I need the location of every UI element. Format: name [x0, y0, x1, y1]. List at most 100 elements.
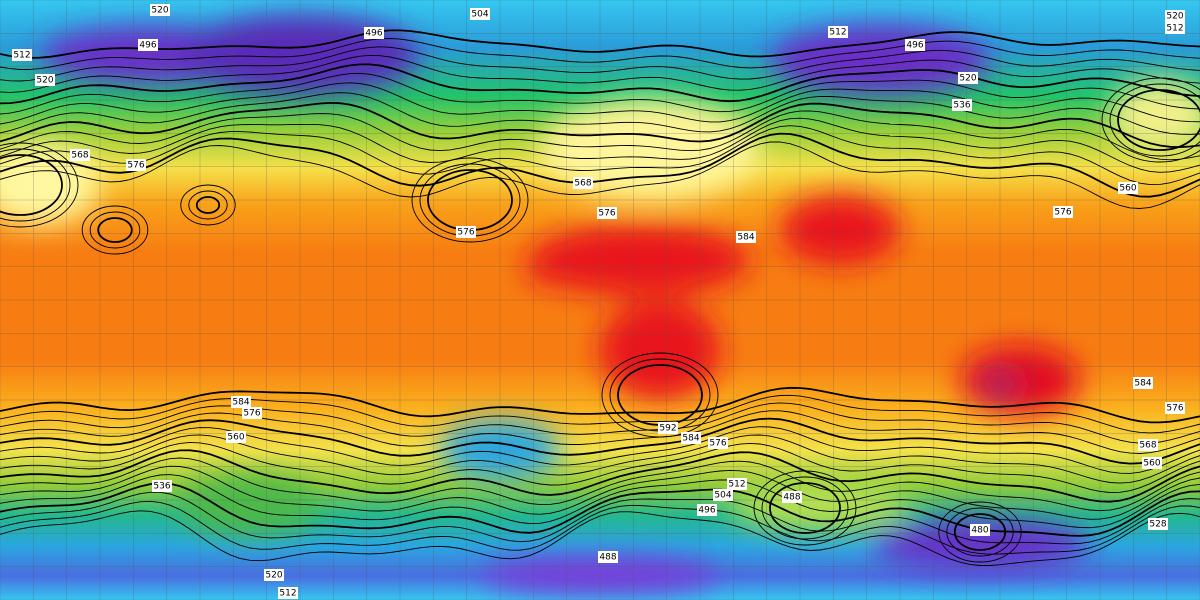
contour-line	[0, 500, 1200, 555]
label-box	[573, 177, 593, 189]
label-box	[658, 422, 678, 434]
label-box	[970, 524, 990, 536]
label-box	[782, 491, 802, 503]
contour-label: 560	[227, 433, 244, 443]
label-box	[828, 26, 848, 38]
label-box	[952, 99, 972, 111]
contours	[0, 29, 1200, 566]
label-box	[456, 226, 476, 238]
label-box	[708, 437, 728, 449]
contour-label: 496	[906, 41, 923, 51]
label-box	[713, 489, 733, 501]
label-box	[126, 159, 146, 171]
label-box	[958, 72, 978, 84]
contour-label: 504	[471, 10, 488, 20]
contour-label: 520	[265, 571, 282, 581]
contour-line	[0, 482, 1200, 537]
contour-line	[0, 38, 1200, 70]
contour-line	[0, 426, 1200, 474]
contour-label: 480	[971, 526, 988, 536]
contour-line	[0, 29, 1200, 59]
contour-line	[0, 54, 1200, 93]
label-box	[12, 49, 32, 61]
contour-label: 520	[151, 6, 168, 16]
contour-line	[0, 386, 1200, 424]
label-box	[681, 432, 701, 444]
contour-label: 520	[959, 74, 976, 84]
label-box	[226, 431, 246, 443]
contour-line	[0, 141, 1200, 209]
contour-label: 504	[714, 491, 731, 501]
contour-line	[0, 394, 1200, 434]
contour-label: 536	[153, 482, 170, 492]
label-box	[152, 480, 172, 492]
label-box	[1138, 439, 1158, 451]
contour-labels: 520 496 496 504 512 496 520 536 520 512 512 520 568 5…	[12, 4, 1185, 599]
contour-label: 512	[829, 28, 846, 38]
contour-line	[0, 72, 1200, 115]
label-box	[1133, 377, 1153, 389]
contour-label: 584	[232, 398, 249, 408]
label-box	[242, 407, 262, 419]
label-box	[1142, 457, 1162, 469]
contour-line	[0, 117, 1200, 173]
closed-contour	[0, 148, 71, 222]
contour-label: 576	[1166, 404, 1183, 414]
contour-label: 488	[783, 493, 800, 503]
label-box	[697, 504, 717, 516]
contour-label: 520	[36, 76, 53, 86]
label-box	[150, 4, 170, 16]
label-box	[364, 27, 384, 39]
contour-line	[0, 510, 1200, 566]
label-box	[1165, 22, 1185, 34]
contour-label: 496	[139, 41, 156, 51]
closed-contour	[0, 142, 79, 228]
closed-contour	[1101, 77, 1200, 163]
contour-label: 488	[599, 553, 616, 563]
closed-contour	[1109, 83, 1200, 157]
contour-label: 576	[243, 409, 260, 419]
label-box	[264, 569, 284, 581]
contour-line	[0, 92, 1200, 135]
label-box	[1053, 206, 1073, 218]
closed-contour	[89, 211, 141, 249]
closed-contour	[81, 205, 149, 255]
contour-label: 496	[365, 29, 382, 39]
closed-contour	[946, 507, 1014, 557]
contour-line	[0, 457, 1200, 512]
closed-contour	[97, 217, 133, 243]
contour-line	[0, 441, 1200, 493]
contour-line	[0, 410, 1200, 454]
contour-line	[0, 63, 1200, 105]
closed-contour	[188, 190, 228, 220]
label-box	[727, 478, 747, 490]
contour-line	[0, 110, 1200, 161]
contour-label: 520	[1166, 12, 1183, 22]
contour-label: 568	[71, 151, 88, 161]
closed-contour	[753, 470, 857, 546]
label-box	[905, 39, 925, 51]
contour-label: 512	[279, 589, 296, 599]
contour-line	[0, 46, 1200, 82]
contour-label: 592	[659, 424, 676, 434]
contour-label: 584	[682, 434, 699, 444]
contour-line	[0, 474, 1200, 529]
contour-label: 576	[598, 209, 615, 219]
label-box	[470, 8, 490, 20]
contour-label: 576	[709, 439, 726, 449]
contour-line	[0, 417, 1200, 465]
label-box	[70, 149, 90, 161]
label-box	[598, 551, 618, 563]
contour-label: 512	[13, 51, 30, 61]
label-box	[35, 74, 55, 86]
label-box	[736, 231, 756, 243]
contour-label: 584	[737, 233, 754, 243]
contour-label: 568	[1139, 441, 1156, 451]
label-box	[1165, 10, 1185, 22]
contour-line	[0, 434, 1200, 484]
label-box	[138, 39, 158, 51]
closed-contour	[953, 513, 1007, 551]
label-box	[1165, 402, 1185, 414]
